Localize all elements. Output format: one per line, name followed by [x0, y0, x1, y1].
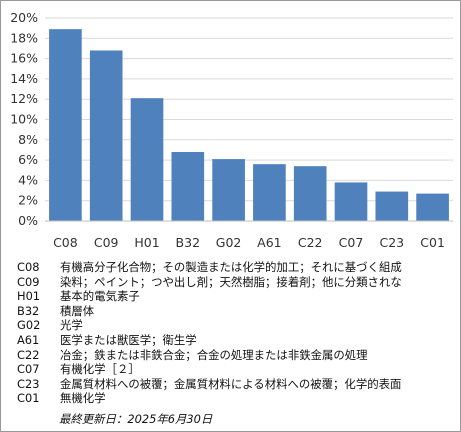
bar — [89, 50, 123, 222]
legend-description: 医学または獣医学；衛生学 — [60, 332, 197, 347]
legend-description: 無機化学 — [60, 391, 106, 406]
x-tick-label: A61 — [257, 235, 281, 250]
x-tick-label: B32 — [176, 235, 200, 250]
legend-code: C01 — [17, 391, 40, 406]
legend-row: H01 基本的電気素子 — [17, 289, 453, 304]
y-tick-label: 2% — [18, 193, 38, 208]
legend-row: A61 医学または獣医学；衛生学 — [17, 333, 453, 348]
x-tick-label: C01 — [420, 235, 445, 250]
legend-row: C08 有機高分子化合物；その製造または化学的加工；それに基づく組成 — [17, 260, 453, 275]
y-tick-label: 4% — [18, 172, 38, 187]
legend-row: C07 有機化学［２］ — [17, 362, 453, 377]
legend-code: C09 — [17, 274, 40, 289]
legend-code: G02 — [17, 318, 41, 333]
bar — [49, 29, 82, 221]
legend-row: G02 光学 — [17, 318, 453, 333]
bar — [293, 166, 327, 221]
legend-row: B32 積層体 — [17, 304, 453, 319]
x-tick-label: C23 — [379, 235, 404, 250]
bar — [171, 151, 205, 221]
legend-code: C07 — [17, 362, 40, 377]
last-updated-text: 最終更新日：2025年6月30日 — [59, 412, 213, 426]
x-tick-label: G02 — [216, 235, 242, 250]
legend-description: 光学 — [60, 318, 83, 333]
bar — [212, 159, 245, 221]
y-tick-label: 10% — [10, 112, 38, 127]
y-tick-label: 14% — [10, 71, 38, 86]
bar — [334, 182, 368, 221]
y-tick-label: 20% — [10, 10, 38, 25]
legend-description: 基本的電気素子 — [60, 289, 140, 304]
legend-row: C01 無機化学 — [17, 391, 453, 406]
legend-code: C08 — [17, 260, 40, 274]
legend-code: C22 — [17, 347, 40, 362]
x-tick-label: H01 — [134, 235, 159, 250]
x-tick-label: C07 — [339, 235, 364, 250]
x-tick-label: C22 — [298, 235, 323, 250]
legend-row: C23 金属質材料への被覆；金属質材料による材料への被覆；化学的表面 — [17, 377, 453, 392]
bar — [130, 98, 164, 221]
legend-code: A61 — [17, 332, 40, 347]
legend-row: C22 冶金；鉄または非鉄合金；合金の処理または非鉄金属の処理 — [17, 348, 453, 363]
legend-description: 染料；ペイント；つや出し剤；天然樹脂；接着剤；他に分類されな — [60, 274, 402, 289]
legend-list: C08 有機高分子化合物；その製造または化学的加工；それに基づく組成 C09 染料；… — [17, 260, 453, 406]
legend-row: C09 染料；ペイント；つや出し剤；天然樹脂；接着剤；他に分類されな — [17, 275, 453, 290]
y-tick-label: 6% — [18, 152, 38, 167]
y-tick-label: 12% — [10, 91, 38, 106]
legend-code: H01 — [17, 289, 41, 304]
bar — [416, 193, 449, 221]
x-tick-label: C08 — [53, 235, 78, 250]
legend-description: 積層体 — [60, 303, 95, 318]
legend-code: B32 — [17, 303, 40, 318]
x-tick-label: C09 — [94, 235, 119, 250]
bar — [253, 164, 286, 221]
bar-chart: 0% 2% 4% 6% 8% 10% 12% 14% 16% 18% 20% C08 C09 H01 B32… — [10, 10, 453, 250]
bar — [375, 191, 409, 221]
y-tick-label: 8% — [18, 132, 38, 147]
legend-code: C23 — [17, 376, 40, 391]
y-tick-label: 0% — [18, 213, 38, 228]
y-tick-label: 18% — [10, 30, 38, 45]
legend-description: 有機高分子化合物；その製造または化学的加工；それに基づく組成 — [60, 260, 402, 274]
legend-description: 冶金；鉄または非鉄合金；合金の処理または非鉄金属の処理 — [60, 347, 368, 362]
legend-description: 有機化学［２］ — [60, 362, 140, 377]
y-tick-label: 16% — [10, 51, 38, 66]
legend-description: 金属質材料への被覆；金属質材料による材料への被覆；化学的表面 — [60, 376, 402, 391]
